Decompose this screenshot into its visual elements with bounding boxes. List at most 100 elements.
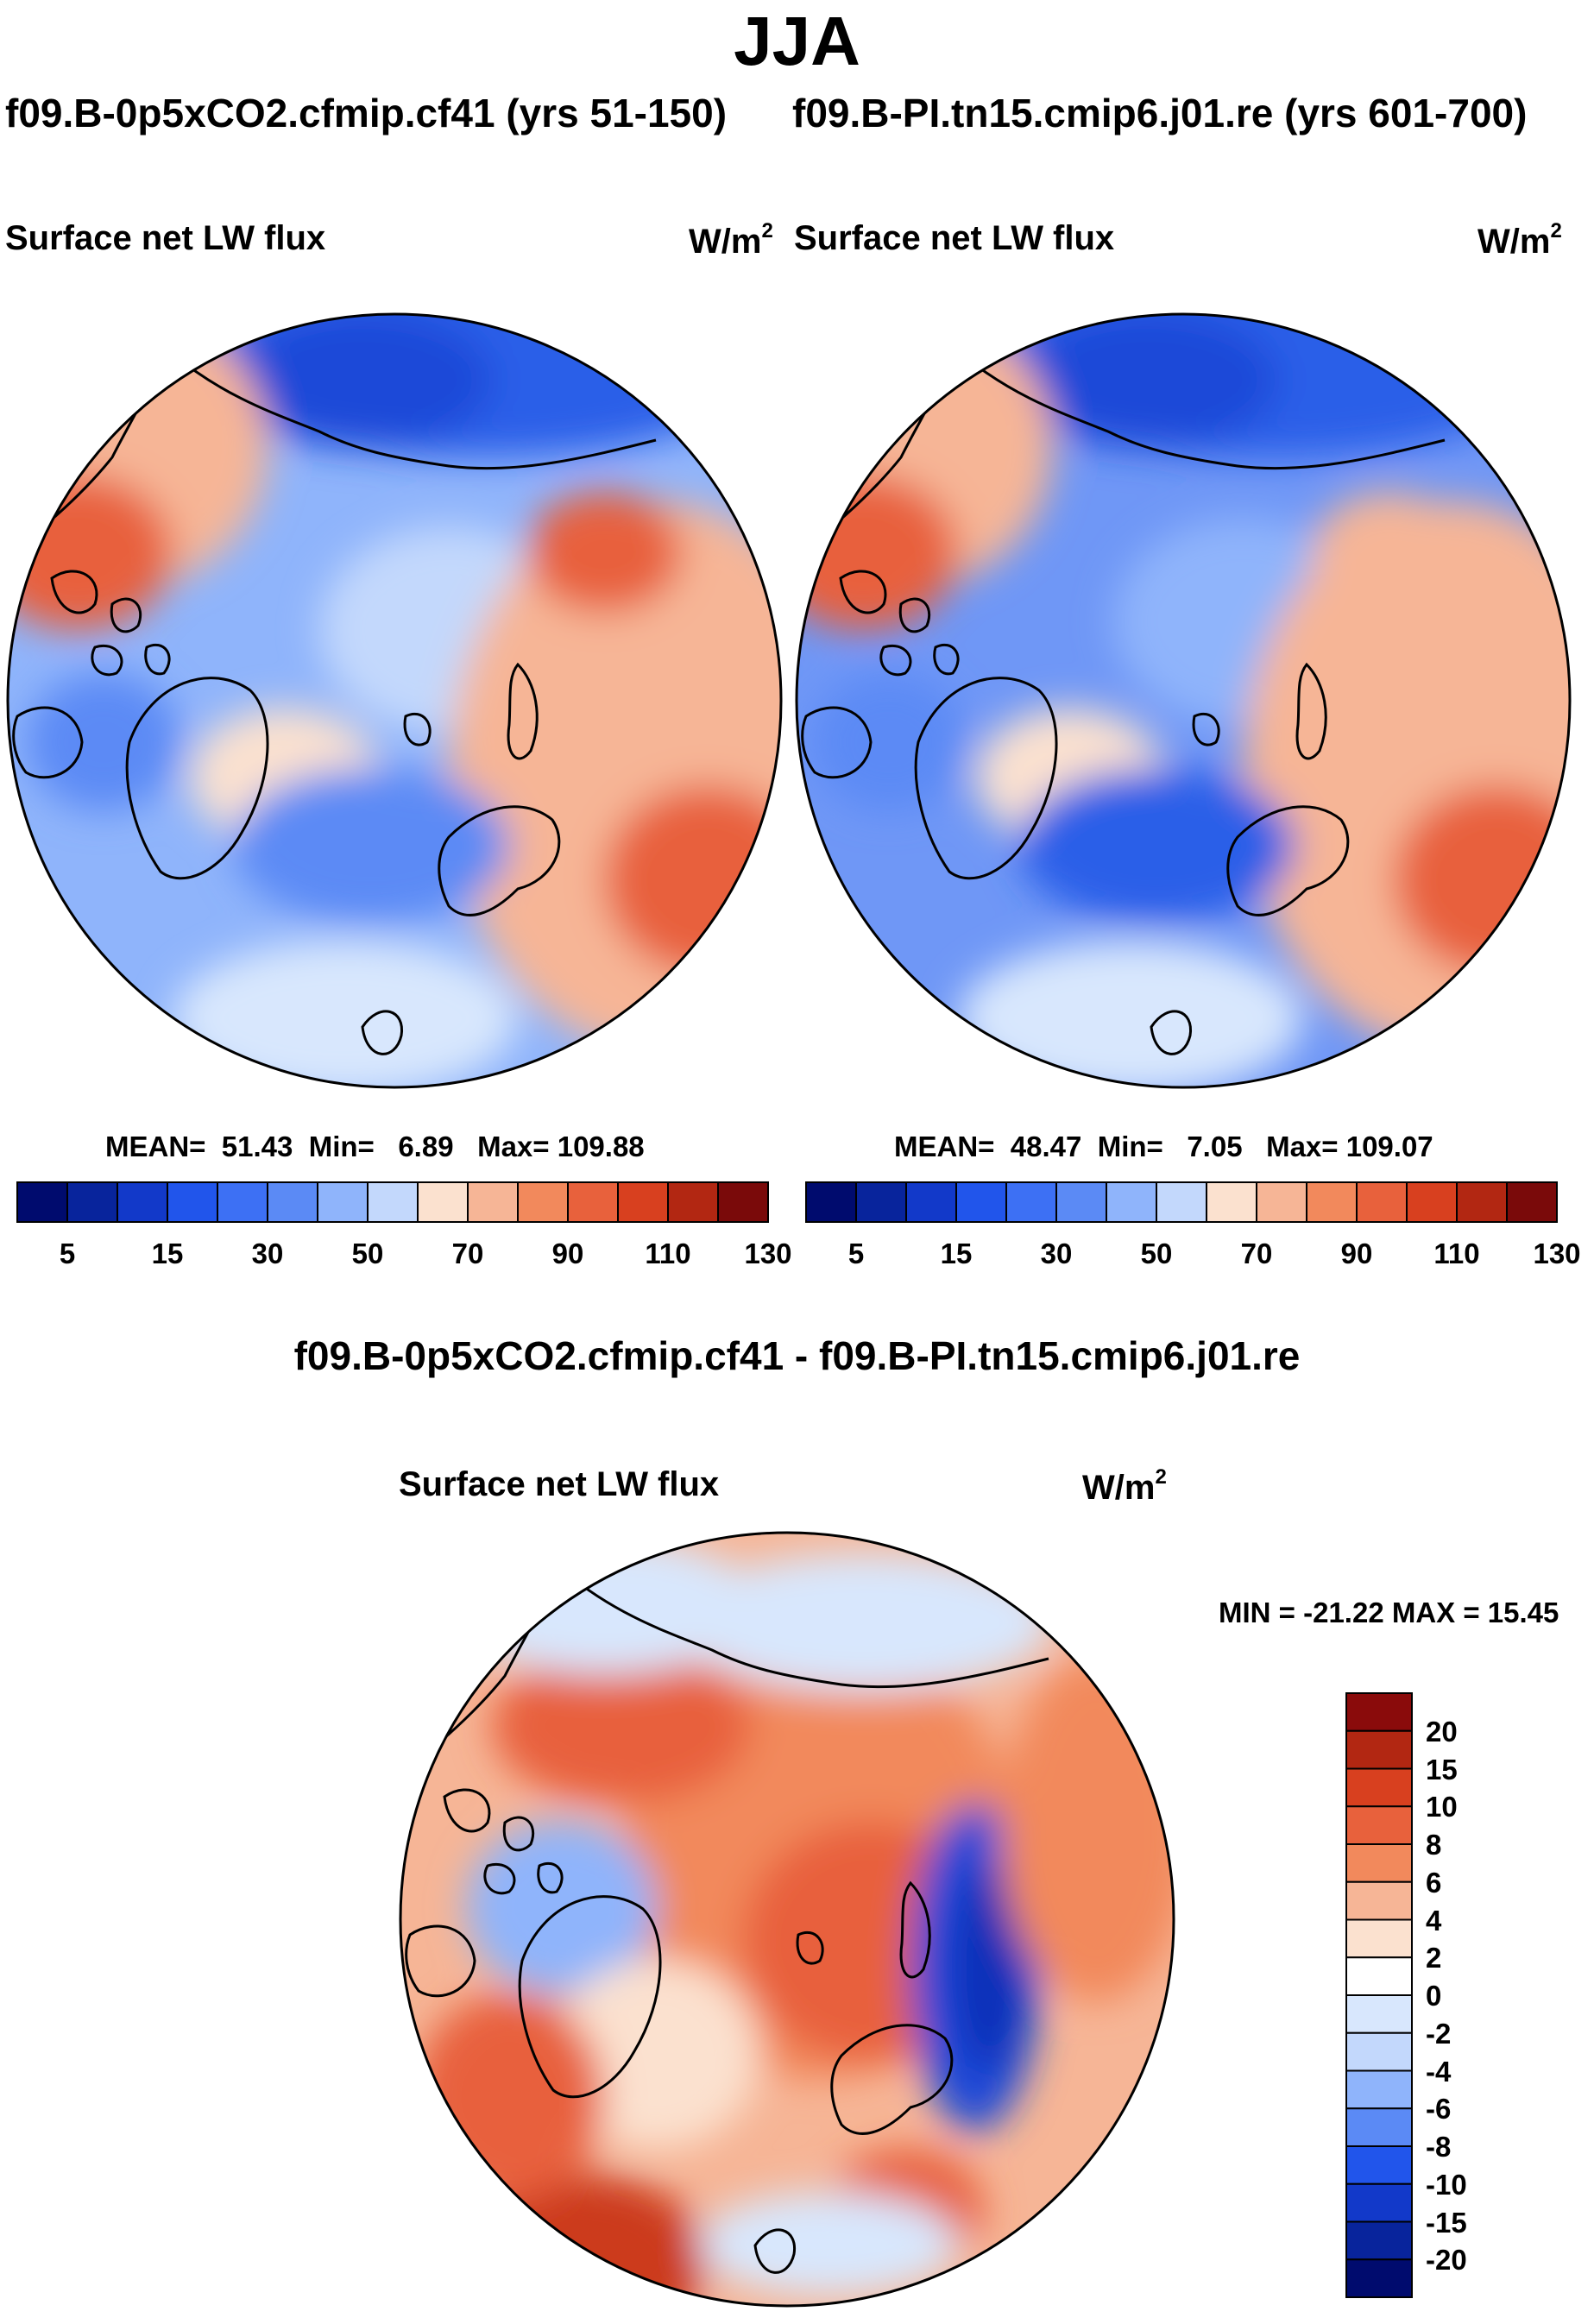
- right-colorbar-box: [805, 1181, 857, 1223]
- diff-colorbar-tick-label: 15: [1426, 1753, 1458, 1786]
- left-colorbar-box: [467, 1181, 519, 1223]
- diff-colorbar-box: [1345, 1880, 1413, 1921]
- left-case-title: f09.B-0p5xCO2.cfmip.cf41 (yrs 51-150): [5, 91, 728, 135]
- left-colorbar-tick-label: 15: [151, 1238, 184, 1269]
- right-case-title: f09.B-PI.tn15.cmip6.j01.re (yrs 601-700): [792, 91, 1528, 135]
- diff-colorbar-tick-label: 20: [1426, 1715, 1458, 1748]
- right-colorbar-box: [855, 1181, 907, 1223]
- left-colorbar-box: [617, 1181, 669, 1223]
- left-colorbar-box: [16, 1181, 68, 1223]
- diff-colorbar-tick-label: 8: [1426, 1829, 1442, 1861]
- right-colorbar-tick-label: 15: [940, 1238, 973, 1269]
- diff-colorbar-box: [1345, 2069, 1413, 2110]
- left-colorbar-box: [267, 1181, 318, 1223]
- left-panel-title: Surface net LW flux: [5, 219, 326, 257]
- left-colorbar-tick-label: 30: [251, 1238, 284, 1269]
- right-colorbar-box: [1506, 1181, 1558, 1223]
- right-colorbar-tick-label: 50: [1140, 1238, 1173, 1269]
- left-colorbar-box: [66, 1181, 118, 1223]
- left-map: [8, 314, 781, 1087]
- figure-title: JJA: [734, 3, 860, 79]
- right-colorbar-box: [1456, 1181, 1508, 1223]
- diff-colorbar-tick-label: 6: [1426, 1866, 1442, 1899]
- left-colorbar-box: [517, 1181, 569, 1223]
- left-colorbar-box: [217, 1181, 268, 1223]
- diff-colorbar-tick-label: -20: [1426, 2244, 1467, 2277]
- diff-colorbar-box: [1345, 2220, 1413, 2261]
- left-max-label: Max=: [477, 1131, 550, 1162]
- left-colorbar-box: [667, 1181, 719, 1223]
- right-colorbar-box: [1106, 1181, 1157, 1223]
- diff-colorbar-tick-label: -2: [1426, 2017, 1452, 2050]
- diff-colorbar-box: [1345, 1805, 1413, 1845]
- left-colorbar-box: [167, 1181, 218, 1223]
- right-colorbar-box: [905, 1181, 957, 1223]
- diff-colorbar-box: [1345, 2182, 1413, 2223]
- left-colorbar-box: [417, 1181, 469, 1223]
- diff-colorbar-box: [1345, 1843, 1413, 1883]
- diff-colorbar-box: [1345, 2031, 1413, 2072]
- right-panel-title: Surface net LW flux: [794, 219, 1115, 257]
- right-map-border: [795, 312, 1572, 1089]
- right-colorbar-box: [1156, 1181, 1207, 1223]
- diff-colorbar-box: [1345, 1994, 1413, 2034]
- diff-panel-units: W/m2: [1082, 1465, 1167, 1507]
- diff-map: [400, 1533, 1174, 2306]
- left-mean-label: MEAN=: [105, 1131, 206, 1162]
- diff-colorbar-box: [1345, 1692, 1413, 1732]
- right-colorbar-box: [1306, 1181, 1358, 1223]
- diff-colorbar-box: [1345, 1767, 1413, 1808]
- diff-colorbar-tick-label: 4: [1426, 1904, 1442, 1937]
- right-colorbar-tick-label: 110: [1433, 1238, 1480, 1269]
- diff-colorbar-tick-label: 2: [1426, 1942, 1442, 1974]
- left-colorbar-box: [367, 1181, 419, 1223]
- diff-colorbar-tick-label: -8: [1426, 2131, 1452, 2163]
- right-colorbar-tick-label: 90: [1340, 1238, 1373, 1269]
- left-min: 6.89: [398, 1131, 454, 1162]
- right-colorbar-tick-label: 70: [1240, 1238, 1273, 1269]
- right-colorbar-tick-label: 130: [1533, 1238, 1581, 1269]
- left-colorbar-tick-label: 110: [645, 1238, 691, 1269]
- diff-colorbar-tick-label: -6: [1426, 2093, 1452, 2126]
- right-colorbar-tick-label: 30: [1040, 1238, 1073, 1269]
- right-stats: MEAN= 48.47 Min= 7.05 Max= 109.07: [894, 1132, 1433, 1161]
- right-colorbar-box: [1406, 1181, 1458, 1223]
- left-colorbar-tick-label: 130: [744, 1238, 792, 1269]
- right-mean: 48.47: [1010, 1131, 1082, 1162]
- diff-colorbar-box: [1345, 1918, 1413, 1959]
- diff-colorbar-tick-label: 0: [1426, 1980, 1442, 2012]
- diff-colorbar-box: [1345, 1729, 1413, 1770]
- right-colorbar-box: [1055, 1181, 1107, 1223]
- left-stats: MEAN= 51.43 Min= 6.89 Max= 109.88: [105, 1132, 645, 1161]
- diff-colorbar-box: [1345, 2145, 1413, 2185]
- left-colorbar-tick-label: 70: [451, 1238, 484, 1269]
- right-max: 109.07: [1345, 1131, 1433, 1162]
- diff-case-title: f09.B-0p5xCO2.cfmip.cf41 - f09.B-PI.tn15…: [293, 1333, 1301, 1378]
- diff-colorbar-box: [1345, 1956, 1413, 1996]
- left-panel-units: W/m2: [689, 219, 773, 261]
- right-colorbar-tick-label: 5: [847, 1238, 865, 1269]
- left-mean: 51.43: [221, 1131, 293, 1162]
- right-colorbar-box: [1256, 1181, 1307, 1223]
- right-colorbar-box: [955, 1181, 1007, 1223]
- right-min: 7.05: [1187, 1131, 1243, 1162]
- right-map: [797, 314, 1570, 1087]
- right-mean-label: MEAN=: [894, 1131, 995, 1162]
- diff-map-border: [399, 1531, 1175, 2308]
- left-colorbar-tick-label: 50: [351, 1238, 384, 1269]
- left-max: 109.88: [557, 1131, 645, 1162]
- right-min-label: Min=: [1097, 1131, 1163, 1162]
- left-colorbar-box: [317, 1181, 369, 1223]
- diff-panel-title: Surface net LW flux: [399, 1465, 720, 1503]
- right-colorbar-box: [1206, 1181, 1257, 1223]
- right-max-label: Max=: [1266, 1131, 1339, 1162]
- left-map-border: [6, 312, 783, 1089]
- diff-colorbar-tick-label: -15: [1426, 2206, 1467, 2239]
- left-colorbar-box: [567, 1181, 619, 1223]
- diff-colorbar-tick-label: 10: [1426, 1791, 1458, 1823]
- diff-colorbar-box: [1345, 2258, 1413, 2298]
- diff-colorbar-tick-label: -10: [1426, 2168, 1467, 2201]
- diff-colorbar-box: [1345, 2107, 1413, 2147]
- right-colorbar-box: [1356, 1181, 1408, 1223]
